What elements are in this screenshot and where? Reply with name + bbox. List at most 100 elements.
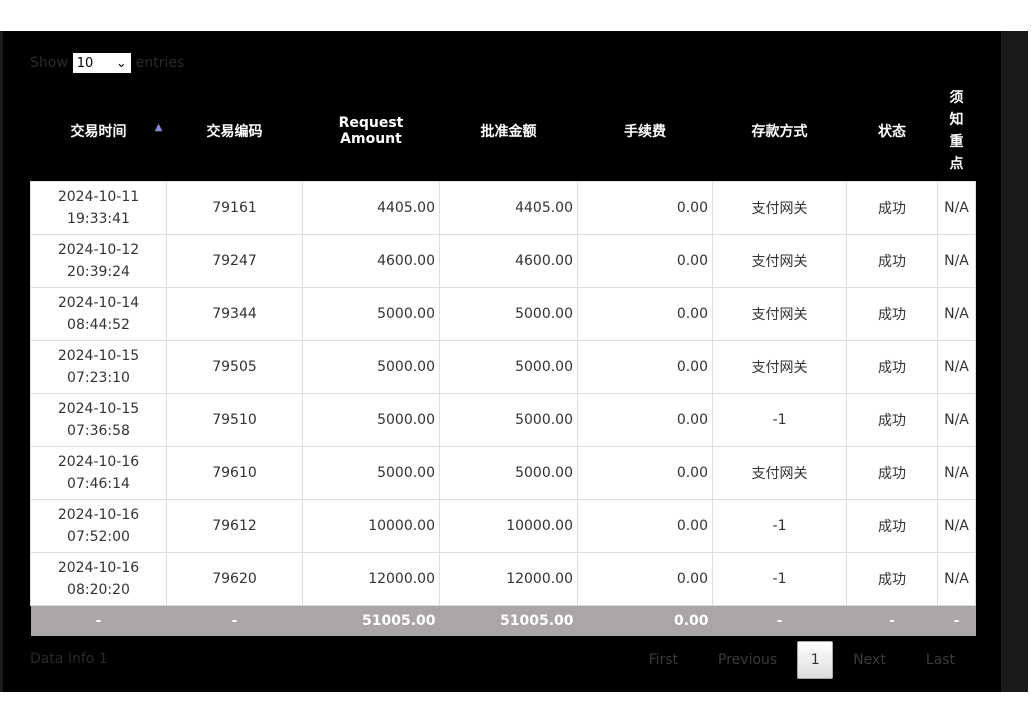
table-cell: 成功 [846, 181, 938, 235]
total-cell: - [846, 605, 938, 636]
previous-button[interactable]: Previous [718, 652, 778, 668]
table-cell: 5000.00 [439, 287, 578, 341]
total-cell: - [30, 605, 167, 636]
table-cell: 79161 [166, 181, 303, 235]
scrollbar[interactable] [1001, 31, 1028, 692]
table-row: 2024-10-16 07:52:00 79612 10000.00 10000.00… [30, 499, 976, 553]
table-cell: 4405.00 [439, 181, 578, 235]
first-button[interactable]: First [648, 652, 679, 668]
pagination: First Previous 1 Next Last [629, 641, 975, 679]
column-header-label: Request Amount [338, 114, 404, 147]
table-cell: 79612 [166, 499, 303, 553]
table-cell: -1 [712, 393, 847, 447]
column-header[interactable]: Request Amount [303, 80, 440, 182]
table-cell: 10000.00 [302, 499, 440, 553]
table-cell: 79505 [166, 340, 303, 394]
sort-ascending-icon[interactable]: ▲ [154, 122, 163, 133]
column-header[interactable]: 状态 [847, 80, 938, 182]
table-cell: 5000.00 [302, 393, 440, 447]
table-cell: 79610 [166, 446, 303, 500]
table-row: 2024-10-14 08:44:52 79344 5000.00 5000.00 0.… [30, 287, 976, 341]
table-cell: N/A [937, 499, 976, 553]
column-header[interactable]: 存款方式 [713, 80, 847, 182]
last-button[interactable]: Last [925, 652, 955, 668]
table-cell: 2024-10-16 07:46:14 [30, 446, 167, 500]
table-cell: 2024-10-11 19:33:41 [30, 181, 167, 235]
page-length-control: Show 10 ⌄ entries [30, 53, 184, 73]
table-row: 2024-10-12 20:39:24 79247 4600.00 4600.00 0.… [30, 234, 976, 288]
table-cell: 2024-10-15 07:23:10 [30, 340, 167, 394]
table-cell: -1 [712, 499, 847, 553]
table-row: 2024-10-16 08:20:20 79620 12000.00 12000.00… [30, 552, 976, 606]
table-cell: 成功 [846, 287, 938, 341]
column-header[interactable]: 须知重点 [938, 80, 976, 182]
total-cell: - [166, 605, 303, 636]
table-cell: 10000.00 [439, 499, 578, 553]
show-label: Show [30, 55, 68, 71]
table-cell: 支付网关 [712, 181, 847, 235]
table-cell: 0.00 [577, 234, 713, 288]
table-cell: 12000.00 [302, 552, 440, 606]
table-cell: 支付网关 [712, 287, 847, 341]
table-cell: 2024-10-16 08:20:20 [30, 552, 167, 606]
total-cell: - [937, 605, 976, 636]
table-cell: 成功 [846, 393, 938, 447]
column-header-label: 交易时间 [70, 123, 127, 140]
table-cell: 5000.00 [439, 446, 578, 500]
table-cell: 5000.00 [302, 287, 440, 341]
table-cell: 5000.00 [302, 446, 440, 500]
table-cell: 0.00 [577, 393, 713, 447]
table-cell: 4405.00 [302, 181, 440, 235]
table-cell: 2024-10-16 07:52:00 [30, 499, 167, 553]
table-cell: N/A [937, 393, 976, 447]
table-cell: 0.00 [577, 446, 713, 500]
page-1-button[interactable]: 1 [797, 641, 834, 679]
table-cell: N/A [937, 181, 976, 235]
table-cell: 0.00 [577, 340, 713, 394]
table-cell: 成功 [846, 499, 938, 553]
column-header-label: 存款方式 [751, 123, 808, 140]
table-cell: 成功 [846, 340, 938, 394]
table-cell: 0.00 [577, 499, 713, 553]
table-cell: N/A [937, 340, 976, 394]
totals-row: - -51005.00 51005.00 0.00- - - [30, 605, 976, 636]
transactions-table: 交易时间 ▲ 交易编码 Request Amount 批准金额 手续费 存款方式 状态 须知重点… [30, 80, 976, 636]
table-info: Data Info 1 [30, 651, 108, 667]
column-header[interactable]: 手续费 [578, 80, 713, 182]
table-row: 2024-10-15 07:36:58 79510 5000.00 5000.00 0.… [30, 393, 976, 447]
column-header-label: 状态 [878, 123, 906, 140]
table-cell: 5000.00 [439, 340, 578, 394]
table-cell: 2024-10-12 20:39:24 [30, 234, 167, 288]
table-cell: N/A [937, 446, 976, 500]
table-cell: 成功 [846, 446, 938, 500]
column-header-label: 批准金额 [480, 123, 537, 140]
table-cell: 0.00 [577, 287, 713, 341]
table-cell: 4600.00 [439, 234, 578, 288]
table-cell: 支付网关 [712, 234, 847, 288]
page-length-value: 10 [76, 55, 94, 71]
column-header[interactable]: 交易时间 ▲ [31, 80, 167, 182]
page-length-select[interactable]: 10 ⌄ [72, 53, 131, 73]
table-cell: 5000.00 [439, 393, 578, 447]
table-row: 2024-10-11 19:33:41 79161 4405.00 4405.00 0.… [30, 181, 976, 235]
column-header-label: 手续费 [624, 123, 666, 140]
table-cell: 成功 [846, 552, 938, 606]
table-cell: N/A [937, 287, 976, 341]
table-cell: N/A [937, 552, 976, 606]
table-cell: 12000.00 [439, 552, 578, 606]
column-header-label: 交易编码 [206, 123, 263, 140]
table-row: 2024-10-16 07:46:14 79610 5000.00 5000.00 0.… [30, 446, 976, 500]
table-cell: 0.00 [577, 181, 713, 235]
table-cell: 支付网关 [712, 340, 847, 394]
table-row: 2024-10-15 07:23:10 79505 5000.00 5000.00 0.… [30, 340, 976, 394]
column-header[interactable]: 交易编码 [167, 80, 303, 182]
table-cell: 成功 [846, 234, 938, 288]
table-cell: 0.00 [577, 552, 713, 606]
chevron-down-icon: ⌄ [115, 55, 127, 71]
table-cell: 79620 [166, 552, 303, 606]
next-button[interactable]: Next [853, 652, 886, 668]
table-cell: 79247 [166, 234, 303, 288]
table-cell: 79510 [166, 393, 303, 447]
column-header[interactable]: 批准金额 [440, 80, 578, 182]
table-cell: 79344 [166, 287, 303, 341]
